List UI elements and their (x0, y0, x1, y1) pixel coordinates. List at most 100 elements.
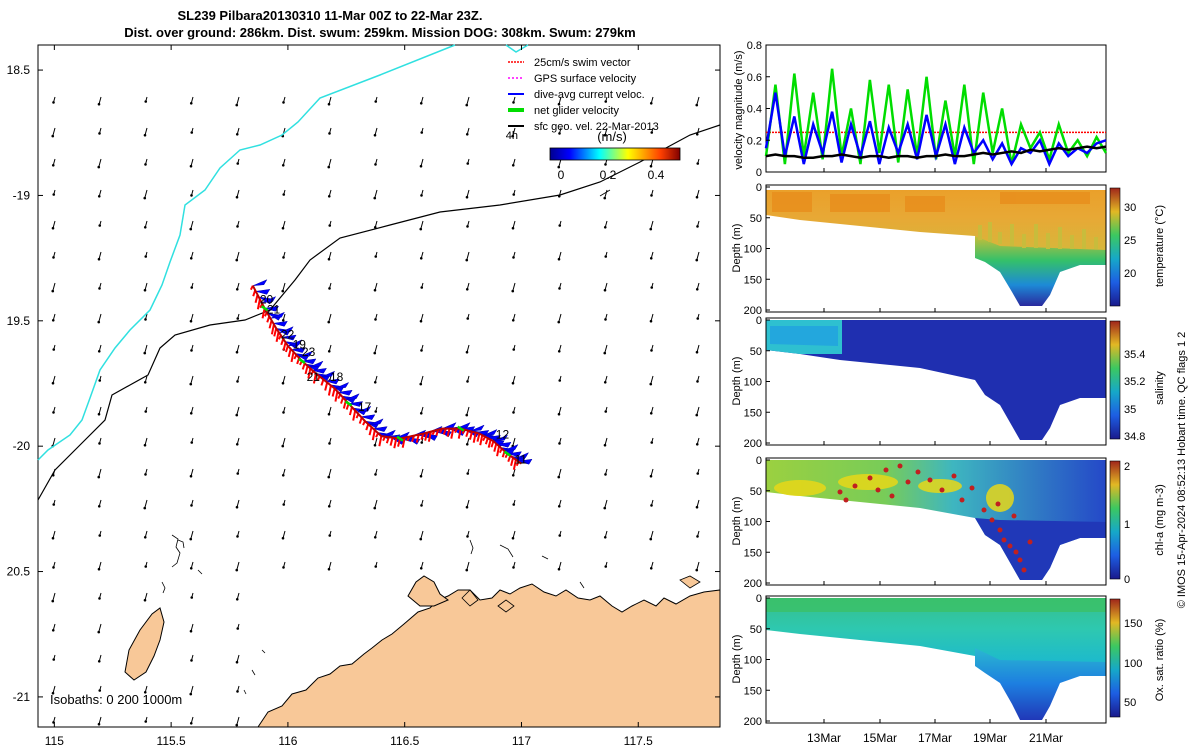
current-arrow-head (235, 103, 239, 107)
current-arrow-head (465, 288, 469, 291)
current-arrow-head (603, 536, 607, 539)
current-arrow-head (419, 382, 423, 386)
current-arrow (420, 220, 424, 230)
current-arrow (374, 189, 378, 199)
current-arrow-head (190, 194, 193, 197)
current-arrow-head (281, 474, 285, 477)
current-arrow-head (649, 257, 653, 260)
current-arrow-head (52, 566, 55, 569)
current-arrow (650, 530, 654, 540)
current-arrow-head (374, 565, 378, 568)
swim-vector (472, 432, 477, 443)
swim-vector (348, 406, 353, 416)
current-arrow-head (143, 691, 147, 694)
dive-avg-current-arrow (252, 279, 268, 286)
dive-avg-current-arrow (348, 401, 364, 407)
current-arrow-head (51, 691, 55, 695)
current-arrow-head (236, 162, 240, 165)
swim-vector (427, 431, 432, 442)
current-arrow-head (512, 256, 515, 259)
colorbar-tick-0.2: 0.2 (600, 168, 617, 182)
time-axis-ticks: 13Mar 15Mar 17Mar 19Mar 21Mar (807, 168, 1063, 745)
day-label: 11 (514, 453, 527, 467)
chla-sample-dot (867, 475, 873, 481)
current-arrow-head (511, 536, 515, 540)
map-ytick-label: -20 (13, 439, 31, 453)
current-arrow-head (97, 165, 101, 169)
time-tick-label: 17Mar (918, 731, 952, 745)
map-panel: SL239 Pilbara20130310 11-Mar 00Z to 22-M… (7, 8, 721, 748)
dive-avg-current-arrow (338, 389, 353, 396)
velocity-ytick-label: 0 (756, 167, 762, 179)
current-arrow-head (695, 288, 699, 291)
current-arrow-head (420, 504, 423, 507)
swim-vector (512, 459, 517, 470)
velocity-ytick-label: 0.4 (747, 104, 762, 116)
temperature-cblabel: temperature (°C) (1154, 205, 1166, 287)
chla-ylabel: Depth (m) (731, 497, 743, 546)
current-arrow-head (190, 131, 194, 134)
dive-avg-current-arrow (334, 381, 350, 389)
oxygen-panel: 150 100 50 Ox. sat. ratio (%) Depth (m) (731, 595, 1166, 724)
current-arrow-head (696, 472, 700, 475)
dive-avg-current-arrow (373, 426, 388, 432)
current-arrow-head (327, 475, 331, 479)
chla-sample-dot (939, 487, 945, 493)
current-arrow (144, 189, 148, 199)
current-arrow-head (695, 413, 699, 417)
colorbar-tick-0: 0 (558, 168, 565, 182)
swim-vector (487, 439, 492, 448)
temperature-warm-cells (772, 192, 1090, 212)
current-arrow-head (236, 472, 240, 475)
day-label: 23 (302, 345, 316, 359)
current-arrow-head (97, 660, 101, 663)
current-arrow-head (327, 257, 331, 261)
current-arrow-head (512, 566, 515, 569)
current-arrow-head (512, 348, 516, 351)
current-arrow-head (649, 164, 653, 168)
current-arrow-head (558, 534, 562, 537)
current-arrow-head (143, 598, 147, 602)
depth-ticks: 0501001502000501001502000501001502000501… (744, 182, 770, 728)
map-xtick-label: 116 (278, 734, 297, 748)
current-arrow-head (419, 412, 423, 415)
current-arrow-head (650, 441, 654, 444)
current-arrow (98, 158, 102, 168)
current-arrow-head (143, 196, 147, 200)
chla-sample-dot (1013, 549, 1019, 555)
day-label: 20 (260, 292, 274, 306)
net-velocity-segment (298, 357, 306, 364)
dive-avg-current-arrow (469, 424, 485, 432)
current-arrow-head (604, 410, 608, 413)
dive-avg-current-arrow (368, 418, 384, 426)
swim-vector (270, 324, 275, 335)
current-arrow-head (465, 443, 469, 446)
swim-vector (479, 434, 484, 446)
swim-vector (371, 429, 376, 441)
net-velocity-segment (260, 305, 269, 312)
current-arrow-head (696, 380, 699, 383)
chla-sample-dot (875, 487, 881, 493)
swim-vector (256, 299, 261, 310)
current-arrow-head (235, 195, 239, 199)
current-arrow-head (696, 225, 699, 228)
current-arrow-head (420, 286, 424, 289)
current-arrow (98, 313, 102, 323)
current-arrow-head (144, 100, 148, 103)
dive-avg-current-arrow (486, 435, 501, 441)
current-arrow-head (144, 255, 148, 258)
current-arrow-head (695, 133, 699, 136)
current-arrow-head (143, 443, 147, 447)
velocity-series (764, 68, 1108, 168)
current-arrow-head (373, 506, 377, 510)
current-arrow (374, 499, 378, 509)
current-arrow-head (557, 505, 561, 508)
velocity-ytick-label: 0.2 (747, 135, 762, 147)
current-arrow-head (419, 257, 423, 260)
oxygen-cblabel: Ox. sat. ratio (%) (1154, 619, 1166, 702)
current-arrow (328, 158, 332, 168)
temperature-colorbar (1109, 187, 1121, 307)
dive-avg-current-arrow (308, 360, 324, 368)
current-arrow (52, 127, 56, 137)
